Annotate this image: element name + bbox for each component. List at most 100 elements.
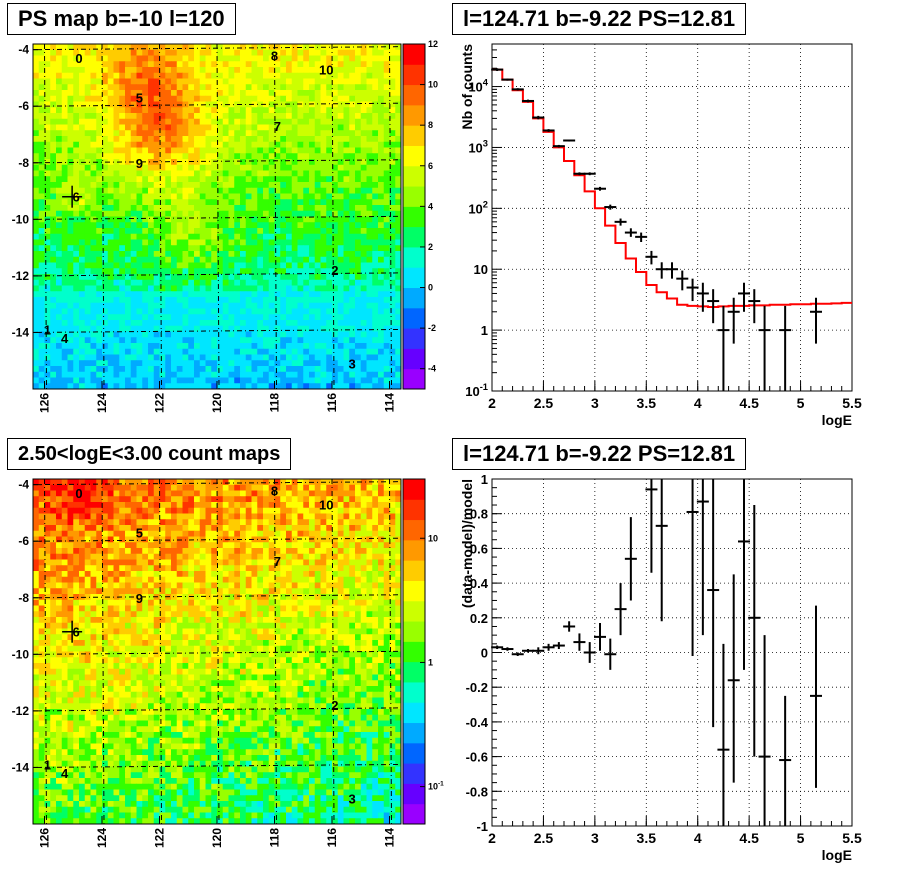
count-map-colorbar-label: 10 xyxy=(428,533,438,543)
count-map-colorbar: 10 1 10-1 xyxy=(402,478,444,825)
count-map-grid-line xyxy=(44,478,47,825)
residual-xlabel: logE xyxy=(822,847,852,863)
count-map-ytick-label: -8 xyxy=(18,591,29,605)
count-map-xtick-label: 122 xyxy=(153,828,167,848)
source-label-2: 2 xyxy=(331,263,338,278)
spectrum-panel: 2 2.5 3 3.5 4 4.5 5 5.5 10-1 1 10 102 103 104 logE Nb o… xyxy=(459,43,862,428)
source-label-9: 9 xyxy=(136,156,143,171)
ps-map-grid-line xyxy=(32,272,402,277)
count-map-xtick-label: 120 xyxy=(210,828,224,848)
residual-ytick-label: -1 xyxy=(476,819,488,834)
count-map-colorbar-label: 10-1 xyxy=(428,781,444,792)
spectrum-grid xyxy=(491,44,853,392)
spectrum-data xyxy=(491,68,822,391)
source-label-6: 6 xyxy=(73,190,80,205)
ps-map-xtick-label: 126 xyxy=(38,393,52,413)
count-map-colorbar-frame xyxy=(402,478,426,825)
ps-map-ytick-label: -8 xyxy=(18,156,29,170)
spectrum-xtick-label: 3.5 xyxy=(637,395,657,411)
residual-xtick-label: 4 xyxy=(694,830,702,846)
source-label-6: 6 xyxy=(73,625,80,640)
ps-map-grid-line xyxy=(44,43,47,390)
residual-ytick-label: 0.4 xyxy=(470,576,489,591)
ps-map-colorbar: 12 10 8 6 4 2 0 -2 -4 xyxy=(402,39,438,390)
ps-map-grid-line xyxy=(32,215,402,220)
residual-ytick-label: -0.4 xyxy=(466,715,489,730)
spectrum-xtick-label: 5 xyxy=(797,395,805,411)
ps-map-xtick-label: 118 xyxy=(268,393,282,413)
count-map-ytick-label: -10 xyxy=(12,647,30,661)
ps-map-xtick-label: 124 xyxy=(95,393,109,413)
residual-ytick-label: -0.2 xyxy=(466,680,488,695)
source-label-0: 0 xyxy=(75,51,82,66)
residual-xtick-label: 5 xyxy=(797,830,805,846)
count-map-cells xyxy=(33,479,402,825)
ps-map-colorbar-label: -4 xyxy=(428,364,436,374)
source-label-0: 0 xyxy=(75,486,82,501)
count-map-grid-line xyxy=(32,650,402,655)
spectrum-model-line xyxy=(492,68,852,308)
ps-map-xtick-label: 120 xyxy=(210,393,224,413)
source-label-5: 5 xyxy=(136,526,143,541)
count-map-grid-line xyxy=(32,481,402,486)
spectrum-xtick-label: 4 xyxy=(694,395,702,411)
source-label-8: 8 xyxy=(271,48,278,63)
residual-ylabel: (data-model)/model xyxy=(459,479,475,608)
residual-data xyxy=(491,479,822,826)
ps-map-colorbar-label: 4 xyxy=(428,201,433,211)
source-label-2: 2 xyxy=(331,698,338,713)
count-map-grid-line xyxy=(159,478,162,825)
residual-xtick-label: 5.5 xyxy=(842,830,862,846)
source-label-9: 9 xyxy=(136,591,143,606)
ps-map-colorbar-label: 12 xyxy=(428,39,438,49)
source-label-7: 7 xyxy=(274,554,281,569)
ps-map-colorbar-label: -2 xyxy=(428,323,436,333)
count-map-ytick-label: -14 xyxy=(12,760,30,774)
count-map-colorbar-label: 1 xyxy=(428,657,433,667)
source-label-4: 4 xyxy=(61,766,69,781)
ps-map-colorbar-label: 0 xyxy=(428,283,433,293)
ps-map-ytick-label: -10 xyxy=(12,212,30,226)
spectrum-ytick-label: 103 xyxy=(468,139,488,156)
residual-xtick-label: 3.5 xyxy=(637,830,657,846)
source-label-1: 1 xyxy=(44,323,51,338)
ps-map-colorbar-label: 8 xyxy=(428,120,433,130)
spectrum-ylabel: Nb of counts xyxy=(459,44,475,130)
source-label-1: 1 xyxy=(44,758,51,773)
ps-map-colorbar-frame xyxy=(402,43,426,390)
ps-map-ytick-label: -6 xyxy=(18,99,29,113)
source-label-8: 8 xyxy=(271,483,278,498)
count-map-ytick-label: -6 xyxy=(18,534,29,548)
count-map-grid-line xyxy=(389,478,392,825)
ps-map-grid-line xyxy=(274,43,277,390)
count-map-grid-line xyxy=(32,537,402,542)
count-map-xtick-label: 118 xyxy=(268,828,282,848)
spectrum-ytick-label: 104 xyxy=(468,78,488,95)
ps-map-grid-line xyxy=(32,328,402,333)
ps-map-ytick-label: -12 xyxy=(12,269,30,283)
ps-map-grid-line xyxy=(32,46,402,51)
ps-map-colorbar-label: 6 xyxy=(428,161,433,171)
count-map-grid-line xyxy=(32,594,402,599)
count-map-grid-line xyxy=(32,763,402,768)
count-map-ytick-label: -4 xyxy=(18,478,29,492)
ps-map-panel: 126 124 122 120 118 116 114-4-6-8-10-12-140 810… xyxy=(12,39,438,413)
spectrum-xtick-label: 2 xyxy=(488,395,496,411)
residual-ytick-label: 0 xyxy=(481,646,488,661)
residual-ytick-label: -0.8 xyxy=(466,784,488,799)
ps-map-xtick-label: 122 xyxy=(153,393,167,413)
count-map-xtick-label: 116 xyxy=(325,828,339,848)
ps-map-ytick-label: -4 xyxy=(18,43,29,57)
spectrum-xtick-label: 5.5 xyxy=(842,395,862,411)
residual-ytick-label: 0.8 xyxy=(470,507,488,522)
spectrum-ytick-label: 10 xyxy=(474,262,488,277)
ps-map-xtick-label: 114 xyxy=(383,393,397,413)
residual-ytick-label: 1 xyxy=(481,472,488,487)
residual-xtick-label: 2 xyxy=(488,830,496,846)
count-map-xtick-label: 124 xyxy=(95,828,109,848)
residual-xtick-label: 4.5 xyxy=(739,830,759,846)
residual-ytick-label: 0.6 xyxy=(470,541,488,556)
source-label-10: 10 xyxy=(319,497,333,512)
count-map-panel: 126 124 122 120 118 116 114-4-6-8-10-12-140 810… xyxy=(12,478,445,848)
